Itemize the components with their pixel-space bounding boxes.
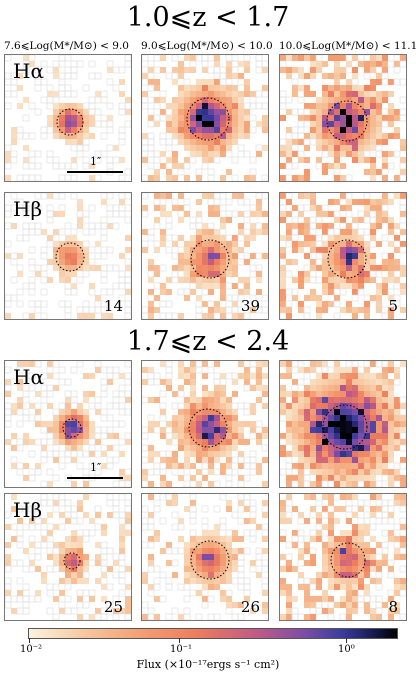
emission-map: [280, 55, 406, 181]
section-title-1: 1.0⩽z < 1.7: [126, 2, 290, 33]
panel-s2-halpha-bin1: Hα 1″: [4, 360, 132, 488]
panel-s2-hbeta-bin1: Hβ 25: [4, 493, 132, 621]
colorbar-tick-label-3: 10⁰: [338, 644, 355, 655]
aperture-circle: [186, 97, 230, 141]
panel-s2-hbeta-bin2: 26: [141, 493, 269, 621]
aperture-circle: [56, 108, 84, 136]
emission-map: [5, 494, 131, 620]
aperture-circle: [330, 542, 366, 578]
scale-bar: [67, 171, 123, 173]
emission-map: [5, 193, 131, 319]
aperture-circle: [55, 242, 85, 272]
aperture-circle: [188, 408, 228, 448]
panel-s2-hbeta-bin3: 8: [279, 493, 407, 621]
colorbar-title: Flux (×10⁻¹⁷ergs s⁻¹ cm²): [136, 658, 280, 671]
aperture-circle: [327, 239, 367, 279]
aperture-circle: [190, 239, 230, 279]
section-title-2: 1.7⩽z < 2.4: [126, 326, 290, 357]
aperture-circle: [326, 100, 368, 142]
panel-s1-halpha-bin3: [279, 54, 407, 182]
colorbar-tick-label-1: 10⁻²: [20, 644, 43, 655]
colorbar-tick: [179, 638, 180, 643]
aperture-circle: [63, 552, 81, 570]
aperture-circle: [190, 540, 230, 580]
panel-s1-halpha-bin1: Hα 1″: [4, 54, 132, 182]
panel-s2-halpha-bin3: [279, 360, 407, 488]
scale-bar-label: 1″: [90, 155, 102, 168]
galaxy-count: 14: [103, 297, 123, 315]
emission-map: [280, 361, 406, 487]
emission-map: [142, 494, 268, 620]
panel-s1-halpha-bin2: [141, 54, 269, 182]
galaxy-count: 5: [388, 297, 398, 315]
panel-s1-hbeta-bin2: 39: [141, 192, 269, 320]
line-label: Hβ: [13, 197, 43, 221]
line-label: Hβ: [13, 498, 43, 522]
emission-map: [5, 361, 131, 487]
emission-map: [280, 193, 406, 319]
galaxy-count: 8: [388, 598, 398, 616]
panel-s2-halpha-bin2: [141, 360, 269, 488]
scale-bar-label: 1″: [90, 461, 102, 474]
colorbar-tick: [29, 638, 30, 643]
mass-bin-label-3: 10.0⩽Log(M*/M⊙) < 11.1: [279, 40, 416, 52]
galaxy-count: 26: [240, 598, 260, 616]
galaxy-count: 39: [240, 297, 260, 315]
emission-map: [142, 193, 268, 319]
colorbar-tick: [346, 638, 347, 643]
scale-bar: [67, 477, 123, 479]
line-label: Hα: [13, 365, 44, 389]
emission-map: [142, 361, 268, 487]
mass-bin-label-2: 9.0⩽Log(M*/M⊙) < 10.0: [141, 40, 273, 52]
panel-s1-hbeta-bin3: 5: [279, 192, 407, 320]
aperture-circle: [62, 418, 82, 438]
panel-s1-hbeta-bin1: Hβ 14: [4, 192, 132, 320]
colorbar-tick-label-2: 10⁻¹: [170, 644, 193, 655]
emission-map: [280, 494, 406, 620]
line-label: Hα: [13, 59, 44, 83]
emission-map: [5, 55, 131, 181]
galaxy-count: 25: [103, 598, 123, 616]
colorbar: [28, 628, 398, 639]
mass-bin-label-1: 7.6⩽Log(M*/M⊙) < 9.0: [4, 40, 129, 52]
aperture-circle: [322, 404, 368, 450]
emission-map: [142, 55, 268, 181]
